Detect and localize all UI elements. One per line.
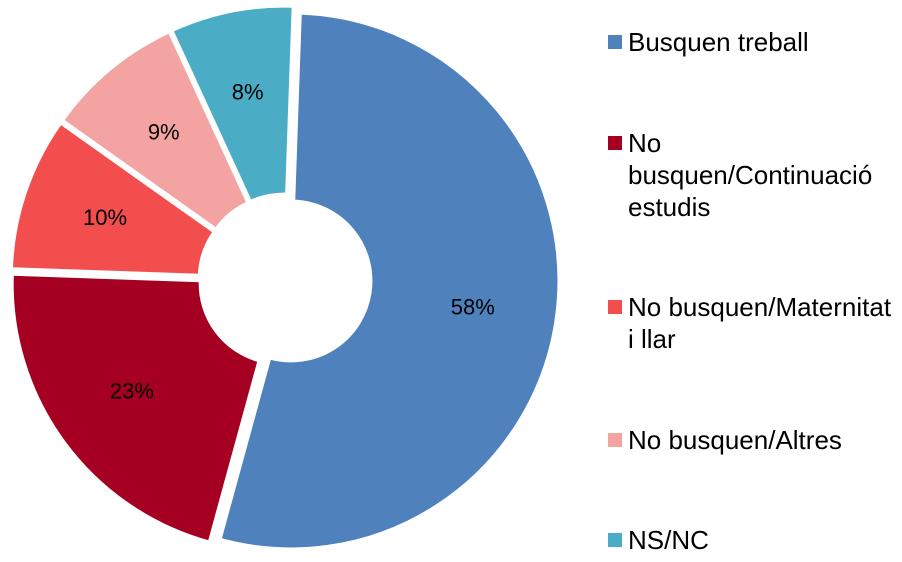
legend-label: NS/NC: [628, 525, 709, 555]
donut: 58% 23% 10% 9% 8%: [9, 4, 561, 551]
slice: [9, 120, 217, 277]
legend-item: No busquen/Continuació estudis: [608, 127, 893, 223]
slice-label: 9%: [148, 120, 180, 145]
legend-swatch: [608, 300, 622, 314]
legend: Busquen treball No busquen/Continuació es…: [608, 26, 893, 556]
slice: [169, 4, 295, 204]
legend-swatch: [608, 35, 622, 49]
slice-label: 8%: [232, 80, 264, 105]
slice: [10, 272, 261, 544]
slice-label: 23%: [110, 378, 154, 403]
legend-label: No busquen/Maternitat i llar: [628, 292, 892, 354]
slice: [60, 29, 250, 232]
legend-swatch: [608, 432, 622, 447]
slice-label: 10%: [83, 205, 127, 230]
slice: [218, 11, 561, 551]
legend-swatch: [608, 533, 622, 547]
legend-item: Busquen treball: [608, 26, 893, 58]
legend-label: Busquen treball: [628, 27, 809, 57]
legend-item: No busquen/Maternitat i llar: [608, 291, 893, 355]
legend-swatch: [608, 135, 622, 150]
slice-label: 58%: [451, 294, 495, 319]
legend-item: NS/NC: [608, 524, 893, 556]
legend-item: No busquen/Altres: [608, 424, 893, 456]
legend-label: No busquen/Altres: [628, 424, 842, 455]
legend-label: No busquen/Continuació estudis: [628, 127, 873, 222]
